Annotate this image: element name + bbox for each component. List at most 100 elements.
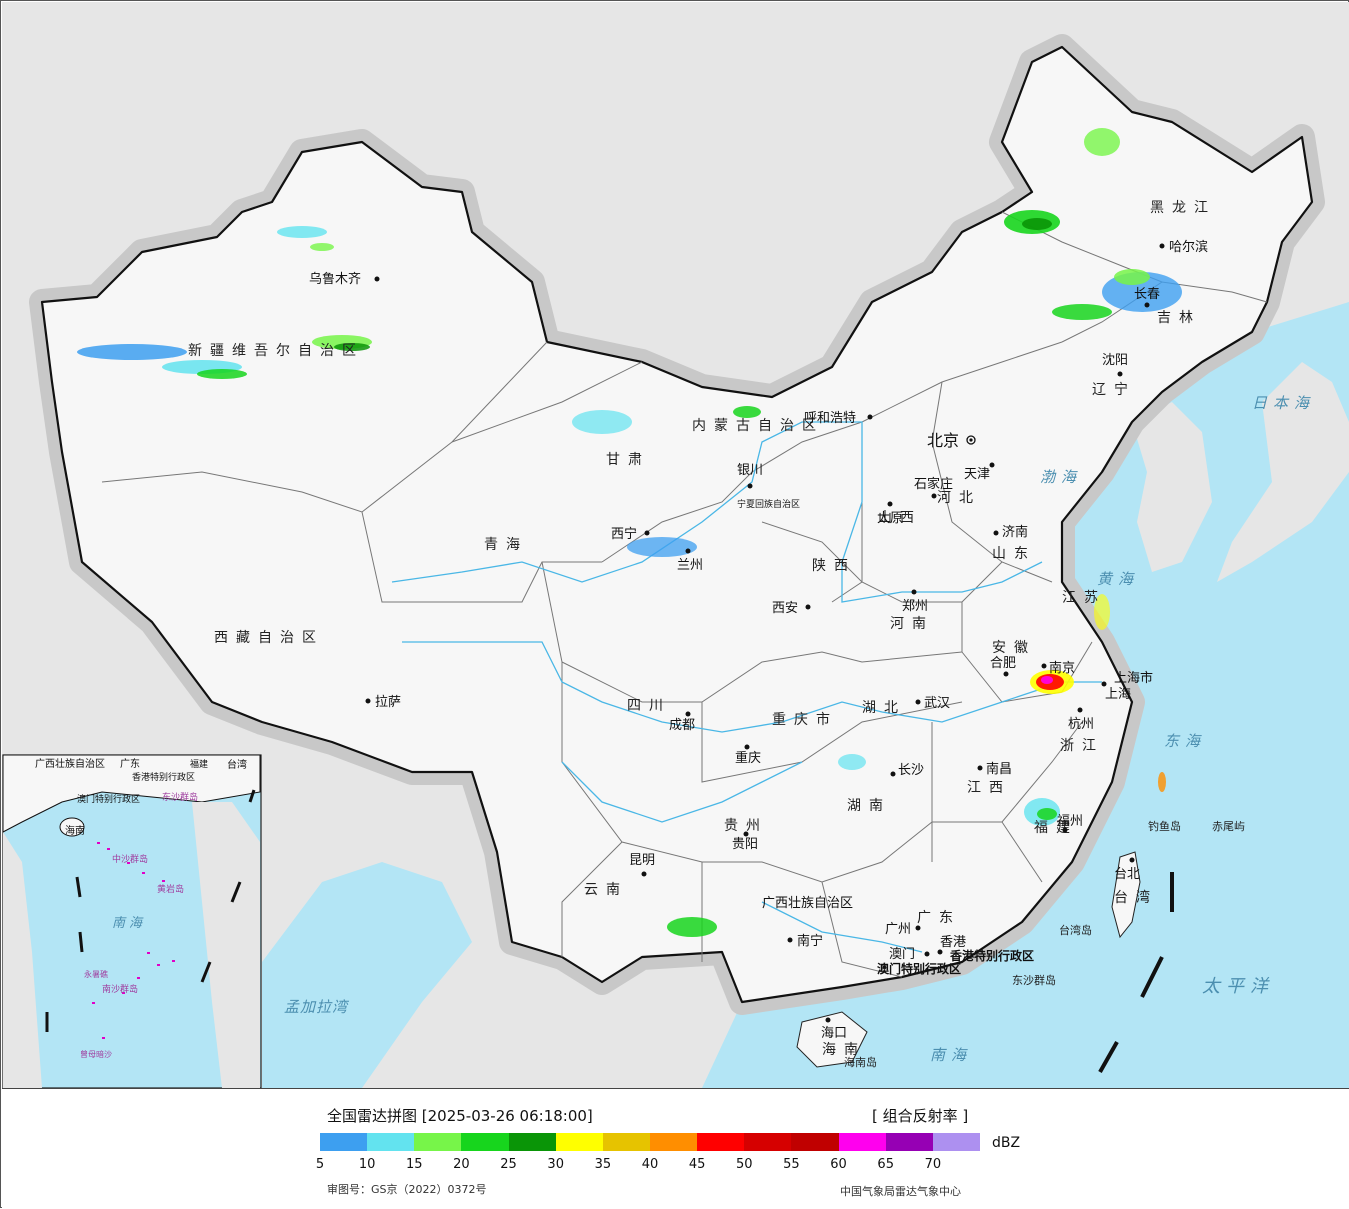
city-label: 上海: [1105, 687, 1131, 702]
legend-swatch: [697, 1133, 745, 1151]
province-label: 福建: [1034, 820, 1078, 836]
maritime-boundary: [1098, 872, 1174, 1073]
inset-label: 广西壮族自治区: [35, 757, 105, 770]
city-label: 西安: [772, 601, 798, 616]
legend-swatch: [649, 1133, 698, 1151]
city-label: 济南: [1002, 524, 1028, 540]
city-label: 兰州: [677, 558, 703, 573]
legend-swatch: [367, 1133, 415, 1151]
city-label: 银川: [737, 463, 763, 478]
island-label: 赤尾屿: [1212, 820, 1245, 833]
city-label: 合肥: [990, 656, 1016, 671]
legend-tick-label: 35: [594, 1157, 612, 1172]
legend-tick-label: 15: [406, 1157, 423, 1172]
rivers: [391, 421, 1102, 953]
radar-echoes: [77, 128, 1182, 937]
inset-label: 中沙群岛: [112, 853, 148, 865]
province-label: 贵州: [724, 818, 768, 834]
city-label: 南昌: [986, 761, 1012, 777]
province-label: 西藏自治区: [214, 630, 324, 646]
province-label: 陕西: [812, 558, 856, 574]
province-label: 云南: [584, 882, 628, 898]
province-label: 内蒙古自治区: [692, 418, 824, 434]
inset-label: 曾母暗沙: [80, 1049, 112, 1059]
legend-swatch: [885, 1133, 933, 1151]
province-label: 安徽: [992, 640, 1036, 656]
city-label: 沈阳: [1102, 353, 1128, 368]
special-region-label: 香港特别行政区: [949, 948, 1034, 963]
province-label: 广西壮族自治区: [762, 895, 853, 911]
special-region-label: 澳门特别行政区: [877, 961, 961, 976]
city-label: 拉萨: [375, 695, 401, 710]
legend-swatch: [602, 1133, 650, 1151]
legend-unit: dBZ: [992, 1135, 1021, 1151]
province-labels: 新疆维吾尔自治区 西藏自治区 青海 甘肃 内蒙古自治区 黑龙江 吉林 辽宁 河北…: [188, 200, 1208, 1058]
special-region-labels: 香港特别行政区 澳门特别行政区: [877, 948, 1034, 976]
island-label: 东沙群岛: [1012, 973, 1056, 987]
taiwan-island: [1111, 851, 1141, 939]
legend-swatch: [932, 1133, 980, 1151]
province-label: 海南: [822, 1042, 866, 1058]
legend-ticks: 5 10 15 20 25 30 35 40 45 50 55 60 65 70: [316, 1157, 980, 1175]
city-label: 海口: [821, 1026, 847, 1041]
inset-label: 东沙群岛: [162, 791, 198, 803]
city-label: 广州: [885, 922, 911, 937]
city-label: 重庆: [735, 750, 761, 766]
city-label: 香港: [940, 935, 966, 950]
province-label: 新疆维吾尔自治区: [188, 343, 364, 359]
sea-label: 孟加拉湾: [284, 998, 350, 1016]
island-label: 台湾岛: [1059, 923, 1092, 937]
legend-tick-label: 70: [924, 1157, 942, 1172]
legend-swatch: [414, 1133, 462, 1151]
inset-label: 南海: [112, 916, 146, 931]
approval-number: 审图号：GS京（2022）0372号: [327, 1183, 487, 1196]
province-label: 江苏: [1062, 590, 1106, 606]
inset-label: 福建: [190, 758, 208, 770]
china-territory: [40, 45, 1314, 1004]
legend-tick-label: 25: [500, 1157, 517, 1172]
legend-swatch: [461, 1133, 509, 1151]
province-label: 宁夏回族自治区: [737, 498, 800, 510]
korea-peninsula: [1132, 402, 1212, 572]
legend-tick-label: 40: [641, 1157, 659, 1172]
sea-labels: 日本海 渤海 黄海 东海 太平洋 南海 孟加拉湾: [284, 394, 1309, 1064]
province-boundaries: [101, 211, 1268, 978]
province-label: 四川: [627, 698, 671, 714]
city-label: 呼和浩特: [804, 411, 856, 426]
province-label: 河北: [937, 490, 981, 506]
legend-swatch: [744, 1133, 792, 1151]
inset-label: 香港特别行政区: [132, 771, 195, 783]
legend-tick-label: 10: [358, 1157, 376, 1172]
legend-product: [ 组合反射率 ]: [872, 1107, 969, 1125]
credit-text: 中国气象局雷达气象中心: [840, 1185, 961, 1198]
city-label: 哈尔滨: [1169, 239, 1208, 255]
legend-tick-label: 45: [688, 1157, 706, 1172]
province-label: 湖北: [862, 700, 906, 716]
legend-tick-label: 20: [453, 1157, 470, 1172]
legend-swatch: [320, 1133, 368, 1151]
city-label: 南京: [1049, 660, 1075, 676]
legend-tick-label: 60: [830, 1157, 847, 1172]
province-label: 山西: [878, 510, 922, 526]
sea-label: 南海: [930, 1046, 972, 1064]
province-label: 辽宁: [1092, 381, 1136, 398]
inset-label: 台湾: [227, 758, 247, 771]
island-label: 海南岛: [844, 1055, 877, 1069]
hainan-island: [796, 1011, 868, 1068]
city-label: 杭州: [1068, 717, 1094, 732]
province-label: 甘肃: [606, 452, 650, 468]
province-label: 山东: [992, 546, 1036, 562]
legend-swatch: [791, 1133, 839, 1151]
legend-swatch: [555, 1133, 603, 1151]
inset-label: 澳门特别行政区: [77, 793, 140, 805]
inset-label: 永暑礁: [84, 969, 108, 979]
city-label: 台北: [1114, 867, 1140, 882]
city-label: 武汉: [924, 696, 950, 711]
legend-tick-label: 30: [547, 1157, 564, 1172]
city-label: 西宁: [611, 526, 637, 542]
province-label: 浙江: [1060, 738, 1104, 754]
legend-tick-label: 5: [315, 1157, 325, 1172]
city-label: 郑州: [902, 599, 928, 614]
inset-label: 南沙群岛: [102, 983, 138, 995]
city-markers: 乌鲁木齐 拉萨 西宁 兰州 银川 呼和浩特 哈尔滨 长春 沈阳 北京 天津 石家…: [309, 239, 1208, 1041]
